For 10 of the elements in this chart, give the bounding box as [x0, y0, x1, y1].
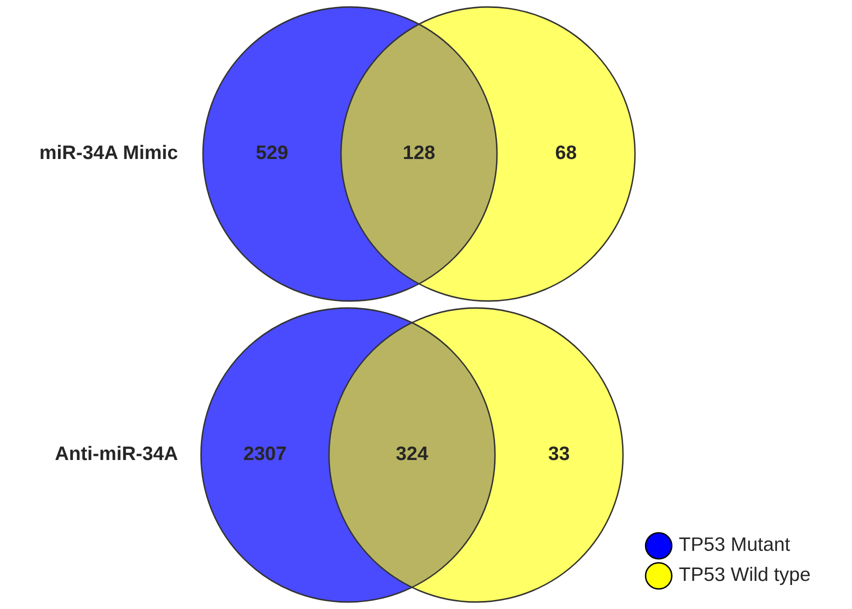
- data-label: 128: [404, 145, 435, 160]
- category-label: TP53 Mutant: [679, 537, 790, 552]
- category-label: TP53 Wild type: [679, 566, 810, 585]
- text: Anti-miR-34A: [55, 446, 178, 460]
- data-label: 529: [256, 145, 288, 160]
- text: miR-34A Mimic: [40, 144, 178, 160]
- data-label: 2307: [244, 446, 286, 460]
- data-label: 324: [396, 446, 428, 460]
- data-label: 33: [548, 446, 570, 460]
- data-label: 68: [556, 145, 576, 160]
